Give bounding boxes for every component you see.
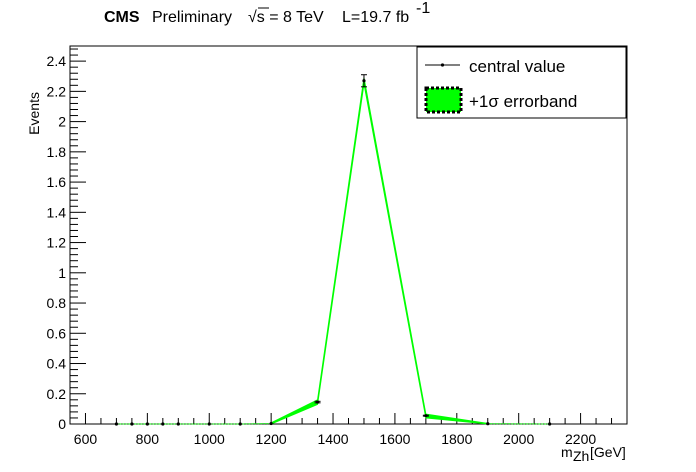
errorband-area	[270, 77, 489, 425]
y-tick-label: 1.8	[47, 144, 67, 160]
header-lumi: L=19.7 fb	[342, 9, 409, 26]
x-axis-title: m Zh [GeV]	[561, 444, 626, 464]
header-sqrt-s: √s = 8 TeV	[248, 9, 324, 26]
data-point	[269, 421, 273, 426]
data-point	[114, 422, 119, 426]
data-point	[424, 414, 428, 418]
header-lumi-exponent: -1	[416, 0, 430, 17]
legend-central-value: central value	[469, 57, 565, 76]
x-tick-label: 1000	[194, 431, 225, 447]
errorband-layer	[270, 77, 489, 425]
data-point	[362, 79, 366, 83]
x-axis-title-sub: Zh	[573, 448, 589, 464]
data-point	[548, 422, 552, 426]
y-axis-title: Events	[26, 92, 42, 135]
x-tick-label: 1400	[317, 431, 348, 447]
data-point	[161, 422, 165, 426]
y-tick-label: 0.4	[47, 356, 67, 372]
x-tick-label: 800	[136, 431, 160, 447]
x-tick-label: 1200	[256, 431, 287, 447]
data-point	[130, 422, 134, 426]
data-point	[145, 422, 149, 426]
x-axis-title-main: m	[561, 444, 573, 460]
x-tick-label: 2200	[565, 431, 596, 447]
x-tick-label: 600	[74, 431, 98, 447]
central-value-line	[116, 80, 550, 425]
data-point	[238, 422, 242, 426]
y-tick-label: 0.6	[47, 325, 67, 341]
x-tick-label: 1600	[379, 431, 410, 447]
x-axis-title-unit: [GeV]	[590, 444, 626, 460]
legend: central value +1σ errorband	[416, 46, 627, 119]
data-point	[176, 422, 180, 426]
legend-errorband: +1σ errorband	[469, 92, 577, 111]
data-point	[486, 422, 490, 426]
x-tick-label: 1800	[441, 431, 472, 447]
x-tick-label: 2000	[503, 431, 534, 447]
y-tick-label: 1.2	[47, 235, 67, 251]
y-tick-label: 2.4	[47, 53, 67, 69]
y-axis: 0 0.2 0.4 0.6 0.8 1 1.2 1.4 1.6 1.8 2 2.2 2.4	[47, 48, 86, 432]
y-tick-label: 0.8	[47, 295, 67, 311]
y-tick-label: 2.2	[47, 83, 67, 99]
data-point	[207, 422, 211, 426]
central-value-layer	[114, 74, 552, 426]
legend-band-swatch	[424, 86, 463, 114]
header-preliminary: Preliminary	[152, 9, 232, 26]
y-tick-label: 2	[58, 114, 66, 130]
y-tick-label: 1	[58, 265, 66, 281]
data-point	[315, 400, 320, 404]
y-tick-label: 0.2	[47, 386, 67, 402]
y-tick-label: 1.4	[47, 204, 67, 220]
legend-point-marker	[440, 63, 445, 67]
x-axis: 600 800 1000 1200 1400 1600 1800 2000 2200	[69, 413, 628, 447]
y-tick-label: 0	[58, 416, 66, 432]
chart-header: CMS Preliminary √s = 8 TeV L=19.7 fb -1	[104, 0, 430, 26]
header-cms: CMS	[104, 9, 140, 26]
y-tick-label: 1.6	[47, 174, 67, 190]
